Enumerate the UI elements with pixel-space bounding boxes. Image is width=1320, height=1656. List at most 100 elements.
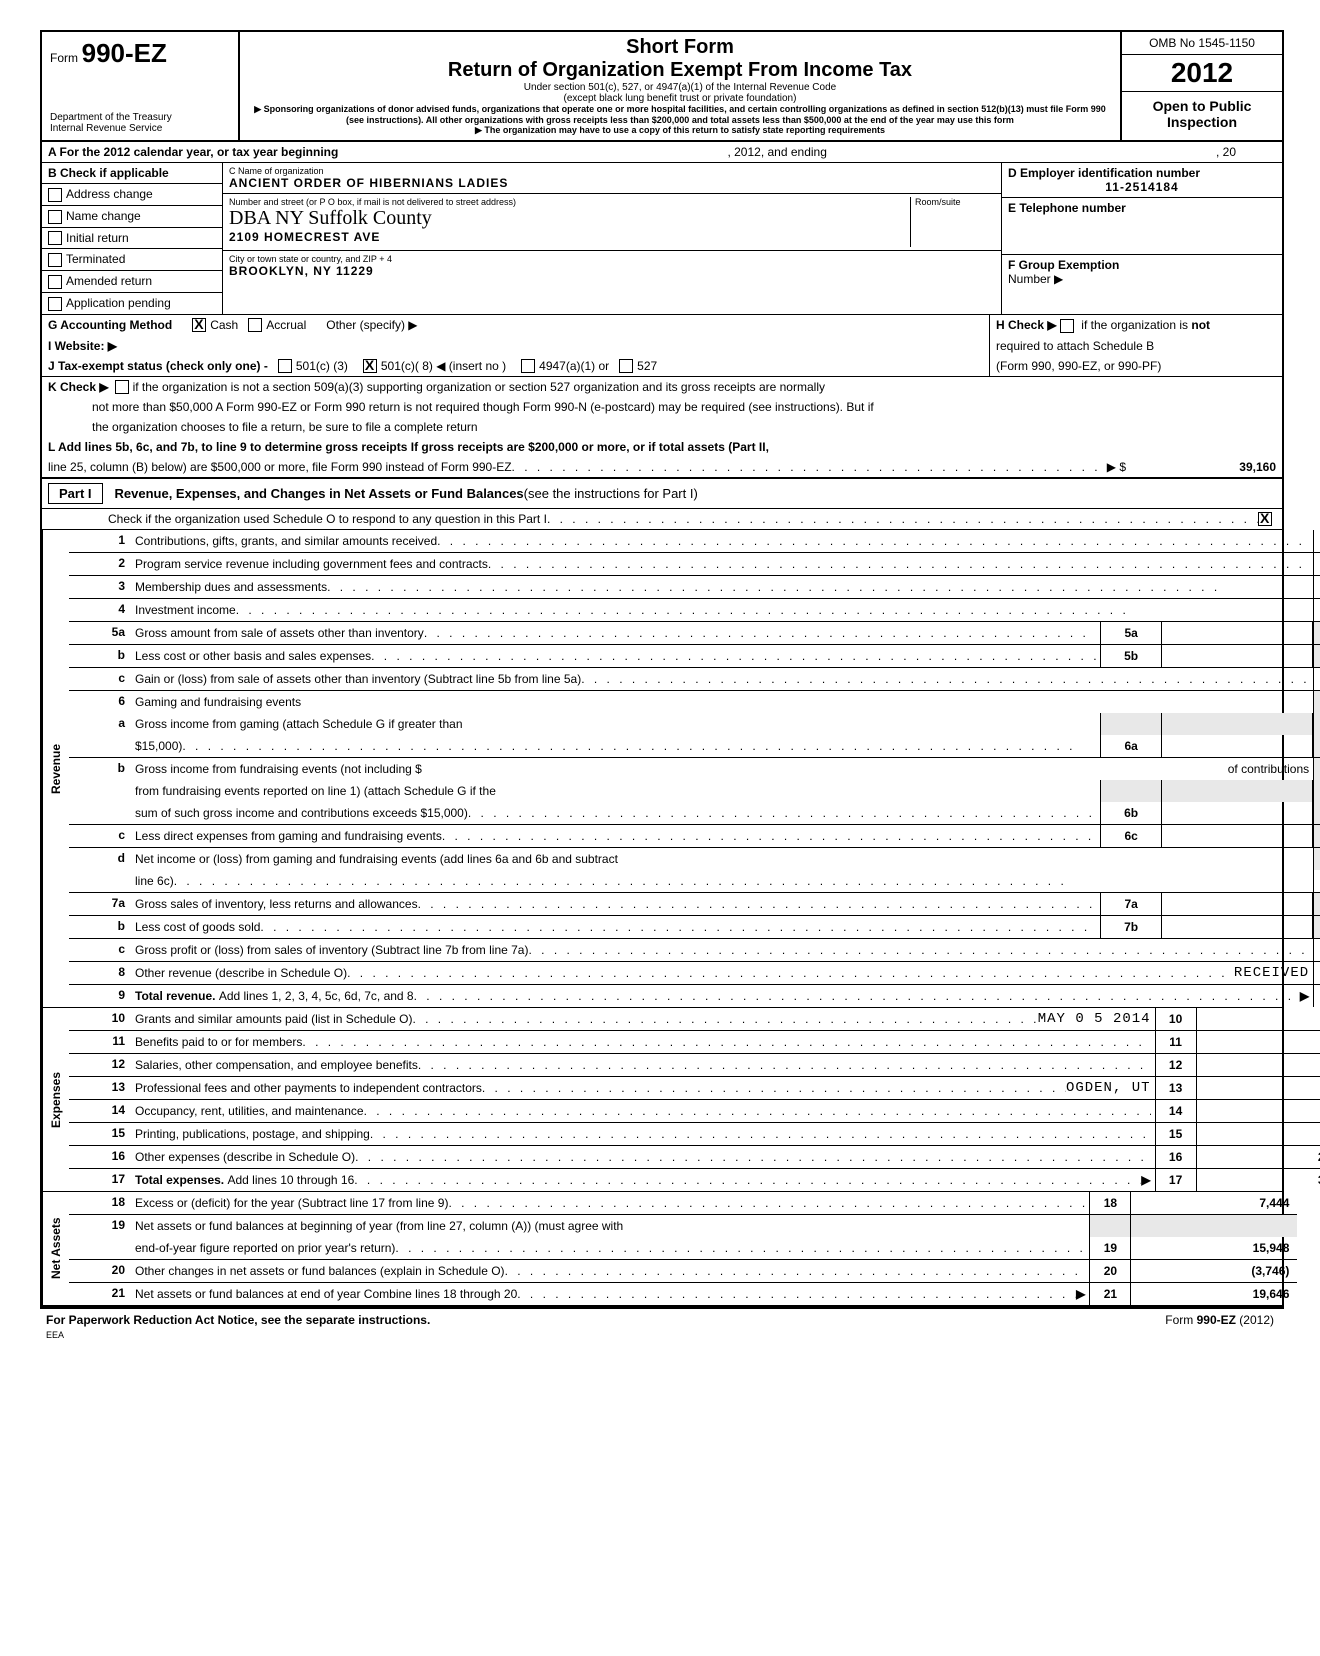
netassets-lines: 18Excess or (deficit) for the year (Subt… xyxy=(69,1192,1297,1305)
line-5b: bLess cost or other basis and sales expe… xyxy=(69,645,1320,668)
line-6b-3: sum of such gross income and contributio… xyxy=(69,802,1320,825)
tax-exempt-row: J Tax-exempt status (check only one) - 5… xyxy=(42,356,990,376)
chk-527[interactable] xyxy=(619,359,633,373)
row-k2: not more than $50,000 A Form 990-EZ or F… xyxy=(42,397,1282,417)
header-note-2: ▶ The organization may have to use a cop… xyxy=(248,125,1112,136)
form-footer: For Paperwork Reduction Act Notice, see … xyxy=(40,1309,1280,1345)
open-public-1: Open to Public xyxy=(1124,98,1280,114)
group-number-label: Number ▶ xyxy=(1008,272,1276,286)
chk-4947[interactable] xyxy=(521,359,535,373)
line-10: 10Grants and similar amounts paid (list … xyxy=(69,1008,1320,1031)
form-header: Form 990-EZ Department of the Treasury I… xyxy=(42,32,1282,142)
row-gh: G Accounting Method Cash Accrual Other (… xyxy=(42,314,1282,336)
line-6d-1: dNet income or (loss) from gaming and fu… xyxy=(69,848,1320,870)
dept-treasury: Department of the Treasury xyxy=(50,112,230,123)
group-exemption-row: F Group Exemption Number ▶ xyxy=(1002,255,1282,289)
line-7b: bLess cost of goods sold7b xyxy=(69,916,1320,939)
section-netassets: Net Assets 18Excess or (deficit) for the… xyxy=(42,1192,1282,1307)
side-revenue: Revenue xyxy=(42,530,69,1007)
line-14: 14Occupancy, rent, utilities, and mainte… xyxy=(69,1100,1320,1123)
chk-h[interactable] xyxy=(1060,319,1074,333)
dots-check xyxy=(547,512,1258,526)
h-cont: required to attach Schedule B xyxy=(990,336,1282,356)
form-number: 990-EZ xyxy=(82,38,167,68)
part1-title: Revenue, Expenses, and Changes in Net As… xyxy=(115,486,524,501)
ein-value: 11-2514184 xyxy=(1008,180,1276,194)
part1-check-o: Check if the organization used Schedule … xyxy=(42,509,1282,530)
line-16: 16Other expenses (describe in Schedule O… xyxy=(69,1146,1320,1169)
line-4: 4Investment income418 xyxy=(69,599,1320,622)
line-6c: cLess direct expenses from gaming and fu… xyxy=(69,825,1320,848)
title-short-form: Short Form xyxy=(248,36,1112,59)
website-row: I Website: ▶ xyxy=(42,336,990,356)
g-cash: Cash xyxy=(210,318,238,332)
row-a-middle: , 2012, and ending xyxy=(727,145,826,159)
chk-initial-return[interactable]: Initial return xyxy=(42,228,222,250)
footer-form-ref: Form 990-EZ (2012) xyxy=(1165,1313,1274,1341)
row-j: J Tax-exempt status (check only one) - 5… xyxy=(42,356,1282,377)
chk-terminated[interactable]: Terminated xyxy=(42,249,222,271)
part1-label: Part I xyxy=(48,483,103,504)
dots-l xyxy=(512,460,1107,474)
part1-header: Part I Revenue, Expenses, and Changes in… xyxy=(42,477,1282,509)
i-label: I Website: ▶ xyxy=(48,339,117,353)
group-label: F Group Exemption xyxy=(1008,258,1276,272)
city-state-zip: BROOKLYN, NY 11229 xyxy=(229,264,995,278)
j-o3: 4947(a)(1) or xyxy=(539,359,609,373)
chk-name-change[interactable]: Name change xyxy=(42,206,222,228)
g-label: G Accounting Method xyxy=(48,318,172,332)
line-7c: cGross profit or (loss) from sales of in… xyxy=(69,939,1320,962)
line-6b-2: from fundraising events reported on line… xyxy=(69,780,1320,802)
side-netassets: Net Assets xyxy=(42,1192,69,1305)
col-c-org: C Name of organization ANCIENT ORDER OF … xyxy=(223,163,1002,314)
line-3: 3Membership dues and assessments3 xyxy=(69,576,1320,599)
chk-501c[interactable] xyxy=(363,359,377,373)
dba-handwritten: DBA NY Suffolk County xyxy=(229,207,910,230)
org-name: ANCIENT ORDER OF HIBERNIANS LADIES xyxy=(229,176,995,190)
line-9: 9Total revenue. Add lines 1, 2, 3, 4, 5c… xyxy=(69,985,1320,1007)
row-g-accounting: G Accounting Method Cash Accrual Other (… xyxy=(42,315,990,336)
chk-schedule-o[interactable] xyxy=(1258,512,1272,526)
subtitle-1: Under section 501(c), 527, or 4947(a)(1)… xyxy=(248,82,1112,93)
row-a-calendar-year: A For the 2012 calendar year, or tax yea… xyxy=(42,142,1282,163)
chk-cash[interactable] xyxy=(192,318,206,332)
row-k: K Check ▶ if the organization is not a s… xyxy=(42,377,1282,397)
j-o4: 527 xyxy=(637,359,657,373)
subtitle-2: (except black lung benefit trust or priv… xyxy=(248,93,1112,104)
l-amount: 39,160 xyxy=(1126,460,1276,474)
j-o2b: ) ◀ (insert no ) xyxy=(429,359,506,373)
line-6a-1: aGross income from gaming (attach Schedu… xyxy=(69,713,1320,735)
line-5a: 5aGross amount from sale of assets other… xyxy=(69,622,1320,645)
chk-app-pending[interactable]: Application pending xyxy=(42,293,222,314)
line-6d-2: line 6c)6d xyxy=(69,870,1320,893)
chk-k[interactable] xyxy=(115,380,129,394)
line-19-1: 19Net assets or fund balances at beginni… xyxy=(69,1215,1297,1237)
chk-accrual[interactable] xyxy=(248,318,262,332)
line-21: 21Net assets or fund balances at end of … xyxy=(69,1283,1297,1305)
header-note-1: ▶ Sponsoring organizations of donor advi… xyxy=(248,104,1112,125)
form-990ez: Form 990-EZ Department of the Treasury I… xyxy=(40,30,1284,1309)
j-label: J Tax-exempt status (check only one) - xyxy=(48,359,268,373)
line-8: 8Other revenue (describe in Schedule O)R… xyxy=(69,962,1320,985)
header-center: Short Form Return of Organization Exempt… xyxy=(240,32,1122,140)
h-text3: (Form 990, 990-EZ, or 990-PF) xyxy=(996,359,1161,373)
open-public-2: Inspection xyxy=(1124,114,1280,130)
l-arrow: ▶ $ xyxy=(1107,460,1126,474)
line-20: 20Other changes in net assets or fund ba… xyxy=(69,1260,1297,1283)
header-right: OMB No 1545-1150 2012 Open to Public Ins… xyxy=(1122,32,1282,140)
stamp-received: RECEIVED xyxy=(1234,965,1309,981)
line-5c: cGain or (loss) from sale of assets othe… xyxy=(69,668,1320,691)
org-name-row: C Name of organization ANCIENT ORDER OF … xyxy=(223,163,1001,194)
city-label: City or town state or country, and ZIP +… xyxy=(229,254,995,264)
line-18: 18Excess or (deficit) for the year (Subt… xyxy=(69,1192,1297,1215)
chk-address-change[interactable]: Address change xyxy=(42,184,222,206)
line-1: 1Contributions, gifts, grants, and simil… xyxy=(69,530,1320,553)
line-11: 11Benefits paid to or for members11 xyxy=(69,1031,1320,1054)
room-suite-label: Room/suite xyxy=(910,197,995,247)
chk-501c3[interactable] xyxy=(278,359,292,373)
g-accrual: Accrual xyxy=(266,318,306,332)
line-19-2: end-of-year figure reported on prior yea… xyxy=(69,1237,1297,1260)
footer-eea: EEA xyxy=(46,1330,64,1340)
ein-row: D Employer identification number 11-2514… xyxy=(1002,163,1282,198)
chk-amended[interactable]: Amended return xyxy=(42,271,222,293)
